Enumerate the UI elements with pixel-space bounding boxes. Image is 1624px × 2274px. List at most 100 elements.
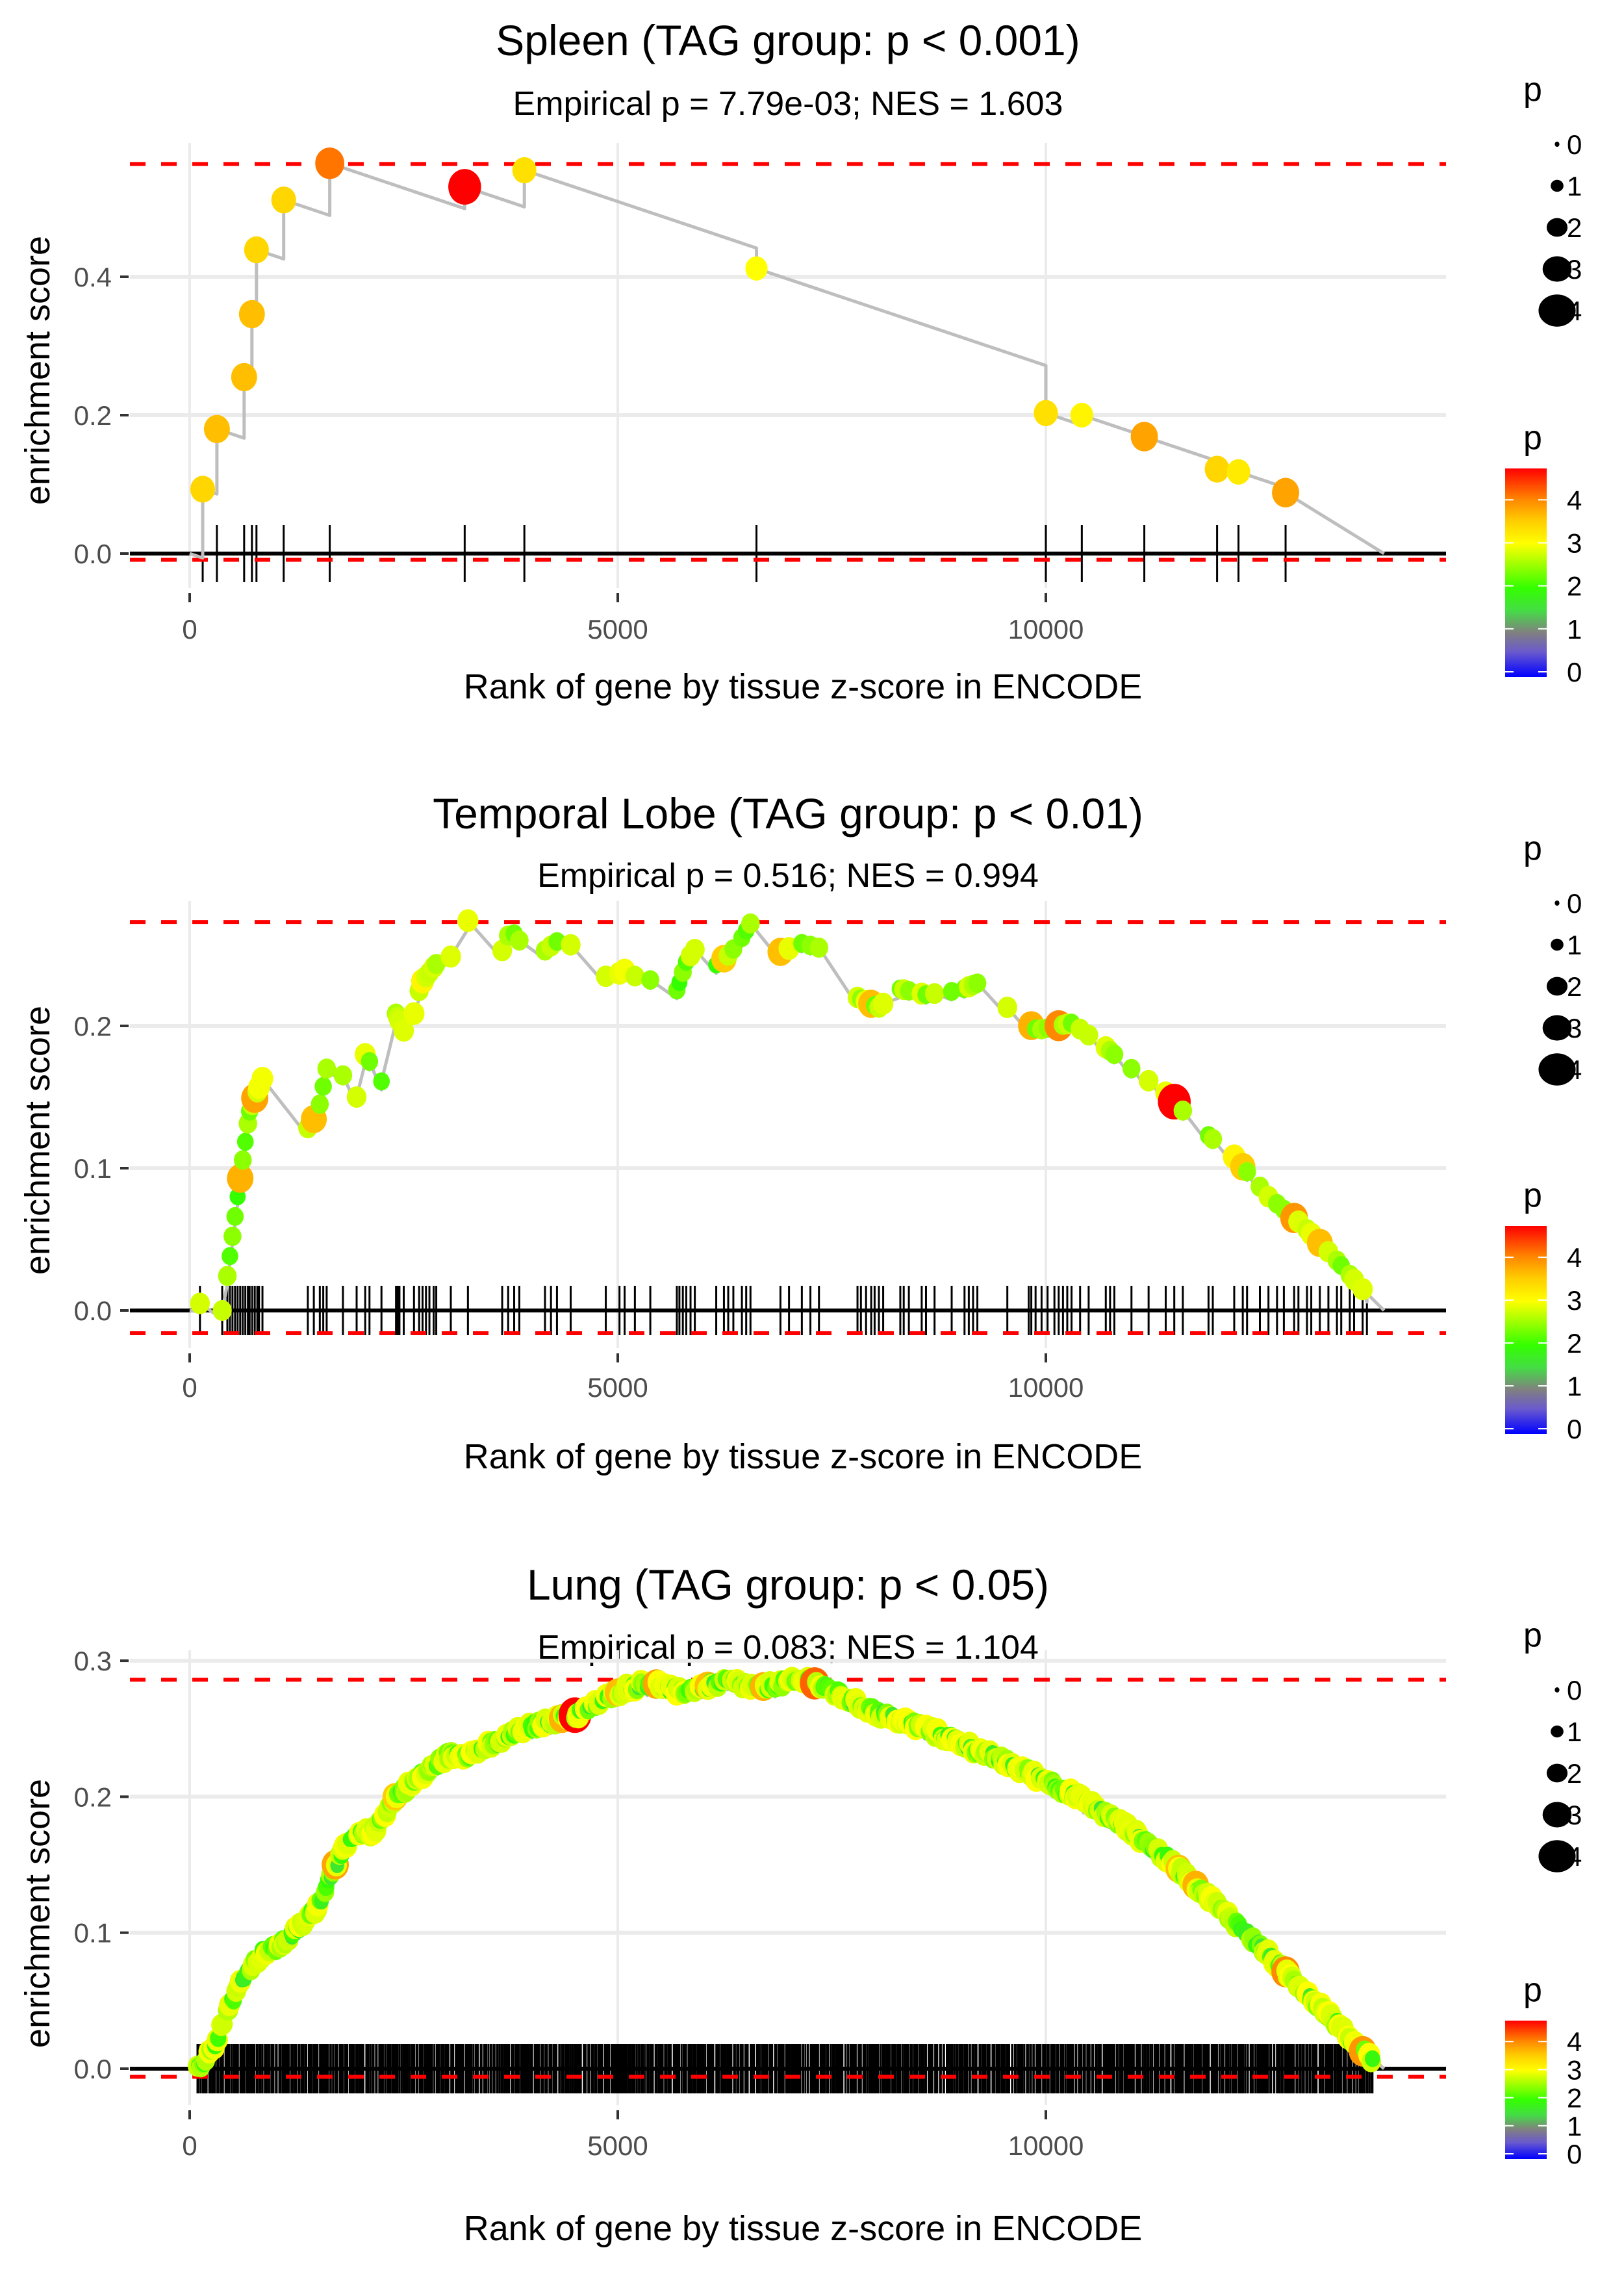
hit-point [440,945,461,968]
hit-point [1364,2050,1380,2067]
hit-point [218,1266,237,1286]
size-legend-label: 4 [1567,1841,1582,1872]
running-es-line [189,161,1385,560]
x-tick-label: 0 [182,1372,197,1403]
size-legend-key [1542,1015,1572,1041]
hit-point [997,997,1017,1019]
chart-subtitle: Empirical p = 7.79e-03; NES = 1.603 [513,85,1063,123]
size-legend-title: p [1523,1616,1542,1654]
hit-point [1226,459,1250,485]
chart-title: Lung (TAG group: p < 0.05) [527,1561,1049,1609]
hit-point [1203,1129,1223,1149]
hit-point [872,992,894,1015]
size-legend-key [1538,1840,1576,1872]
hit-points [190,909,1373,1321]
hit-point [317,1058,336,1079]
hit-point [222,1247,238,1266]
colorbar-label: 1 [1567,1371,1582,1401]
hit-point [231,363,257,392]
hit-point [403,1002,425,1025]
size-legend-key [1551,179,1564,192]
size-legend-title: p [1523,71,1542,109]
size-legend-label: 2 [1567,212,1582,243]
hit-points [190,147,1299,508]
hit-rug [196,2044,1374,2093]
hit-point [1138,1069,1159,1092]
hit-point [1070,402,1093,428]
colorbar [1505,1226,1547,1434]
colorbar [1505,468,1547,677]
x-axis-title: Rank of gene by tissue z-score in ENCODE [464,1437,1142,1476]
size-legend-key [1554,1687,1560,1693]
colorbar-label: 1 [1567,614,1582,645]
hit-point [968,973,987,993]
panel-spleen: Spleen (TAG group: p < 0.001) Empirical … [18,16,1582,706]
colorbar-label: 4 [1567,485,1582,515]
size-legend-label: 0 [1567,129,1582,160]
hit-point [1079,1025,1098,1046]
plot-area: 0 5000 10000 0.0 0.1 0.2 [74,901,1446,1403]
running-es-line [189,919,1386,1321]
color-legend-title: p [1523,1177,1542,1214]
hit-point [238,300,265,329]
hit-point [190,476,216,503]
size-legend-key [1551,938,1564,951]
size-legend-key [1538,294,1576,327]
hit-point [1123,1058,1141,1079]
y-tick-label: 0.2 [74,1782,112,1812]
panel-temporal-lobe: Temporal Lobe (TAG group: p < 0.01) Empi… [18,789,1582,1476]
y-tick-label: 0.0 [74,2054,112,2084]
hit-point [233,1150,252,1170]
y-tick-label: 0.1 [74,1918,112,1948]
hit-point [244,236,269,264]
size-legend-key [1546,977,1568,996]
hit-point [1173,1100,1193,1121]
size-legend-label: 2 [1567,1758,1582,1789]
hit-points [188,1667,1381,2078]
hit-point [361,1052,379,1071]
colorbar-label: 0 [1567,1414,1582,1444]
hit-point [1105,1044,1124,1064]
size-legend-label: 0 [1567,1675,1582,1706]
hit-point [745,256,768,281]
chart-title: Spleen (TAG group: p < 0.001) [496,16,1080,64]
color-legend-title: p [1523,1971,1542,2009]
hit-point [314,1077,332,1096]
size-legend-key [1551,1725,1564,1738]
hit-point [346,1086,367,1108]
hit-point [1204,455,1230,483]
hit-point [1352,1278,1373,1301]
panel-lung: Lung (TAG group: p < 0.05) Empirical p =… [18,1561,1582,2248]
hit-point [1237,1162,1256,1182]
size-legend-key [1554,901,1560,906]
hit-point [1130,422,1158,452]
y-tick-label: 0.0 [74,1296,112,1326]
colorbar-label: 2 [1567,571,1582,602]
hit-point [924,983,945,1004]
size-legend-label: 4 [1567,296,1582,326]
x-axis-title: Rank of gene by tissue z-score in ENCODE [464,2209,1142,2248]
hit-point [227,1164,254,1193]
y-tick-label: 0.3 [74,1646,112,1676]
size-legend-label: 1 [1567,1717,1582,1747]
hit-point [685,938,705,960]
hit-point [1034,400,1058,426]
hit-point [271,186,296,214]
size-legend-key [1546,1763,1568,1783]
hit-point [457,909,479,932]
colorbar-label: 0 [1567,657,1582,687]
hit-point [212,1300,232,1321]
hit-point [190,1292,210,1314]
hit-point [393,1019,414,1042]
size-legend-key [1542,1802,1572,1828]
colorbar-label: 3 [1567,1285,1582,1316]
hit-point [373,1072,390,1091]
hit-point [943,982,961,1001]
x-tick-label: 5000 [587,2130,648,2161]
y-tick-label: 0.4 [74,262,112,292]
size-legend-title: p [1523,830,1542,867]
hit-point [311,1094,329,1114]
